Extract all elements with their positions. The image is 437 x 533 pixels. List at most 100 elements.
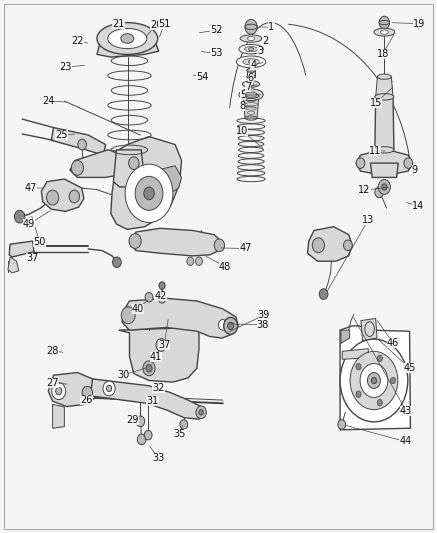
Ellipse shape — [376, 94, 393, 100]
Circle shape — [378, 180, 390, 195]
Ellipse shape — [239, 44, 263, 54]
Ellipse shape — [378, 74, 391, 79]
Ellipse shape — [243, 93, 259, 99]
Circle shape — [343, 240, 352, 251]
Text: 41: 41 — [150, 352, 162, 361]
Text: 37: 37 — [27, 253, 39, 263]
Text: 23: 23 — [59, 62, 72, 72]
Circle shape — [52, 383, 66, 400]
Text: 25: 25 — [55, 130, 68, 140]
Polygon shape — [341, 330, 350, 343]
Text: 51: 51 — [158, 19, 170, 29]
Circle shape — [136, 416, 145, 426]
Circle shape — [71, 160, 83, 175]
Text: 10: 10 — [236, 126, 248, 136]
Circle shape — [199, 410, 203, 415]
Polygon shape — [42, 179, 84, 212]
Text: 22: 22 — [71, 36, 83, 46]
Polygon shape — [153, 166, 182, 193]
Ellipse shape — [245, 24, 257, 29]
Ellipse shape — [240, 35, 262, 42]
Ellipse shape — [375, 147, 394, 153]
Text: 24: 24 — [42, 96, 55, 106]
Text: 37: 37 — [158, 340, 170, 350]
Text: 28: 28 — [46, 346, 59, 357]
Circle shape — [158, 294, 166, 303]
Polygon shape — [48, 373, 97, 407]
Circle shape — [340, 339, 408, 422]
Circle shape — [145, 293, 153, 302]
Circle shape — [377, 400, 382, 406]
Polygon shape — [243, 96, 259, 118]
Circle shape — [228, 322, 234, 329]
Circle shape — [146, 365, 152, 372]
Polygon shape — [122, 298, 238, 338]
Circle shape — [82, 386, 93, 399]
Ellipse shape — [247, 68, 255, 72]
Text: 26: 26 — [80, 395, 93, 405]
Ellipse shape — [375, 94, 394, 100]
Text: 20: 20 — [150, 20, 162, 30]
Ellipse shape — [249, 47, 253, 51]
Text: 27: 27 — [46, 378, 59, 388]
Ellipse shape — [249, 60, 253, 63]
Ellipse shape — [243, 59, 259, 65]
Polygon shape — [9, 241, 34, 257]
Circle shape — [379, 16, 389, 29]
Text: 14: 14 — [412, 201, 424, 211]
Circle shape — [180, 419, 187, 429]
Ellipse shape — [108, 28, 147, 49]
Text: 43: 43 — [400, 406, 412, 416]
Text: 42: 42 — [154, 291, 166, 301]
Text: 6: 6 — [248, 72, 254, 83]
Text: 53: 53 — [210, 49, 222, 58]
Circle shape — [214, 239, 225, 252]
Polygon shape — [90, 379, 205, 419]
Text: 29: 29 — [126, 415, 139, 425]
Circle shape — [371, 377, 377, 384]
Circle shape — [14, 211, 25, 223]
Circle shape — [47, 190, 59, 205]
Text: 48: 48 — [219, 262, 231, 271]
Circle shape — [196, 406, 206, 419]
Text: 50: 50 — [33, 237, 46, 247]
Polygon shape — [111, 136, 182, 229]
Circle shape — [159, 282, 165, 289]
Polygon shape — [375, 97, 394, 150]
Circle shape — [69, 190, 80, 203]
Circle shape — [356, 364, 361, 370]
Circle shape — [103, 381, 115, 396]
Circle shape — [55, 387, 62, 395]
Polygon shape — [376, 77, 393, 97]
Text: 21: 21 — [112, 19, 125, 29]
Circle shape — [78, 139, 87, 150]
Circle shape — [350, 351, 398, 410]
Polygon shape — [8, 257, 19, 273]
Circle shape — [143, 361, 155, 376]
Circle shape — [390, 377, 395, 384]
Ellipse shape — [243, 81, 260, 87]
Text: 19: 19 — [413, 19, 425, 29]
Circle shape — [382, 184, 387, 190]
Ellipse shape — [239, 89, 263, 101]
Text: 31: 31 — [146, 396, 159, 406]
Ellipse shape — [245, 46, 257, 52]
Text: 15: 15 — [370, 98, 382, 108]
Polygon shape — [97, 38, 159, 57]
Circle shape — [319, 289, 328, 300]
Text: 47: 47 — [25, 183, 37, 193]
Polygon shape — [308, 227, 352, 261]
Text: 49: 49 — [23, 219, 35, 229]
Ellipse shape — [247, 75, 255, 78]
Polygon shape — [247, 70, 255, 77]
Circle shape — [156, 338, 166, 351]
Polygon shape — [118, 327, 199, 382]
Text: 46: 46 — [387, 338, 399, 348]
Polygon shape — [340, 326, 410, 430]
Text: 8: 8 — [239, 101, 245, 111]
Text: 9: 9 — [412, 165, 418, 175]
Text: 33: 33 — [153, 454, 165, 463]
Text: 4: 4 — [250, 60, 256, 70]
Ellipse shape — [121, 34, 134, 43]
Circle shape — [125, 164, 173, 222]
